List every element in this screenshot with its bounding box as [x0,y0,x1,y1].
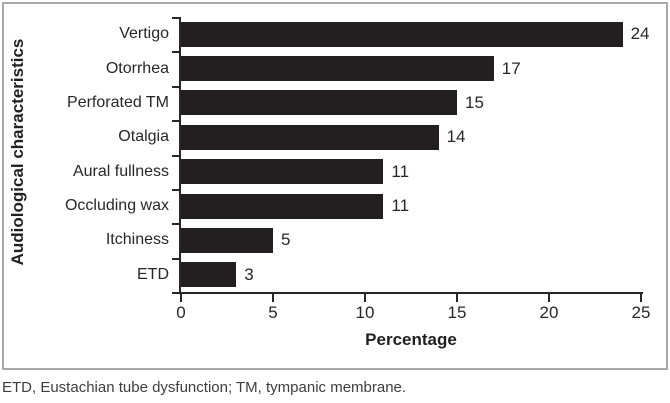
y-axis-tick [172,51,179,54]
value-label-occluding-wax: 11 [391,196,410,216]
value-label-itchiness: 5 [281,230,291,250]
category-label-occluding-wax: Occluding wax [64,197,169,215]
y-axis-tick [172,292,179,294]
footnote-text: ETD, Eustachian tube dysfunction; TM, ty… [2,379,407,396]
x-axis-tick [364,294,366,302]
category-label-otalgia: Otalgia [118,128,169,146]
x-axis-tick [180,294,182,302]
x-axis-tick-label: 10 [355,303,375,322]
value-label-otorrhea: 17 [501,58,521,78]
x-axis-line [179,292,643,294]
x-axis-tick-label: 15 [447,303,467,322]
y-axis-tick [172,120,179,123]
y-axis-title: Audiological characteristics [8,38,27,266]
y-axis-line [179,17,181,294]
value-label-aural-fullness: 11 [391,161,410,181]
category-label-itchiness: Itchiness [105,231,169,249]
y-axis-tick [172,257,179,260]
x-axis-tick-label: 20 [539,303,559,322]
value-label-perforated-tm: 15 [465,92,484,112]
category-label-vertigo: Vertigo [119,25,169,43]
x-axis-tick-label: 5 [268,303,278,322]
bar-occluding-wax [181,193,384,219]
bar-aural-fullness [181,159,384,185]
x-axis-tick [272,294,274,302]
x-axis-tick [640,294,642,302]
category-label-etd: ETD [137,265,169,283]
category-label-otorrhea: Otorrhea [105,59,169,77]
y-axis-tick [172,85,179,88]
category-label-aural-fullness: Aural fullness [72,162,169,180]
value-label-vertigo: 24 [630,24,650,44]
bar-otorrhea [181,56,494,82]
value-label-otalgia: 14 [446,127,466,147]
y-axis-tick [172,223,179,226]
value-label-etd: 3 [244,264,254,284]
bar-perforated-tm [181,90,457,116]
bar-vertigo [181,21,623,47]
x-axis-tick-label: 25 [631,303,651,322]
x-axis-tick [456,294,458,302]
y-axis-tick [172,188,179,191]
y-axis-tick [172,154,179,157]
bar-itchiness [181,227,273,253]
x-axis-title: Percentage [365,330,457,349]
bar-otalgia [181,124,439,150]
bar-etd [181,262,237,288]
y-axis-tick [172,17,179,19]
category-label-perforated-tm: Perforated TM [67,93,169,111]
x-axis-tick [548,294,550,302]
x-axis-tick-label: 0 [176,303,186,322]
